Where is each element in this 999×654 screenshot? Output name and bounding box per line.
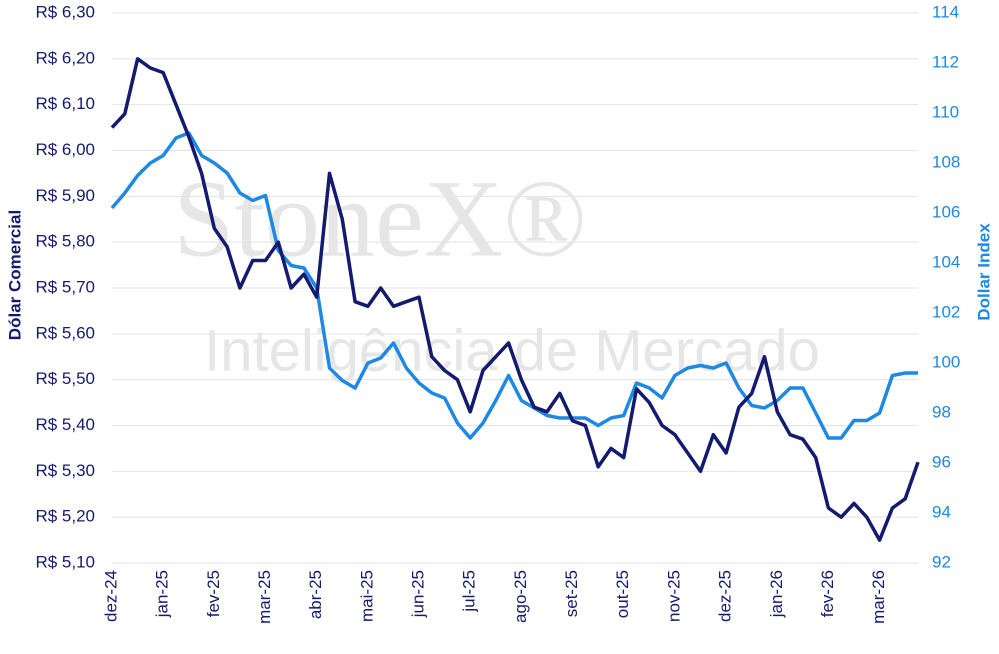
y2-tick-label: 94: [932, 502, 951, 521]
y2-tick-label: 104: [932, 252, 960, 271]
y-tick-label: R$ 5,80: [35, 232, 95, 251]
y-axis-title: Dólar Comercial: [5, 210, 24, 340]
x-tick-label: nov-25: [664, 570, 683, 622]
y2-tick-label: 114: [932, 2, 959, 21]
y2-tick-label: 110: [932, 102, 959, 121]
x-tick-label: jan-26: [767, 570, 786, 618]
x-tick-label: ago-25: [511, 570, 530, 623]
y-tick-label: R$ 5,60: [35, 323, 95, 342]
y-tick-label: R$ 5,90: [35, 186, 95, 205]
y-tick-label: R$ 6,30: [35, 2, 95, 21]
x-tick-label: out-25: [613, 570, 632, 618]
x-tick-label: fev-26: [818, 570, 837, 617]
y2-tick-label: 92: [932, 552, 951, 571]
line-series: [110, 57, 920, 542]
x-tick-label: mar-26: [869, 570, 888, 624]
y2-tick-label: 108: [932, 152, 960, 171]
y2-tick-label: 102: [932, 302, 960, 321]
y-tick-label: R$ 5,40: [35, 415, 95, 434]
y-tick-label: R$ 5,10: [35, 552, 95, 571]
x-tick-label: abr-25: [306, 570, 325, 619]
x-tick-label: fev-25: [204, 570, 223, 617]
x-tick-label: jun-25: [409, 570, 428, 618]
y-tick-label: R$ 6,00: [35, 140, 95, 159]
x-tick-label: jan-25: [153, 570, 172, 618]
watermark: StoneX®: [173, 157, 587, 279]
y-tick-label: R$ 5,50: [35, 369, 95, 388]
y2-tick-label: 106: [932, 202, 960, 221]
y2-tick-label: 100: [932, 352, 960, 371]
y2-tick-label: 112: [932, 52, 959, 71]
x-tick-label: set-25: [562, 570, 581, 617]
y-tick-label: R$ 6,20: [35, 48, 95, 67]
x-tick-label: dez-25: [716, 570, 735, 622]
x-tick-label: dez-24: [101, 570, 120, 622]
y-tick-label: R$ 5,20: [35, 507, 95, 526]
x-tick-label: mai-25: [357, 570, 376, 622]
y2-tick-label: 98: [932, 402, 951, 421]
y-tick-label: R$ 5,30: [35, 461, 95, 480]
x-tick-label: mar-25: [255, 570, 274, 624]
line-series: [110, 131, 918, 440]
y2-axis-title: Dollar Index: [974, 223, 993, 321]
y-tick-label: R$ 5,70: [35, 277, 95, 296]
x-tick-label: jul-25: [460, 570, 479, 613]
y2-tick-label: 96: [932, 452, 951, 471]
y-tick-label: R$ 6,10: [35, 94, 95, 113]
